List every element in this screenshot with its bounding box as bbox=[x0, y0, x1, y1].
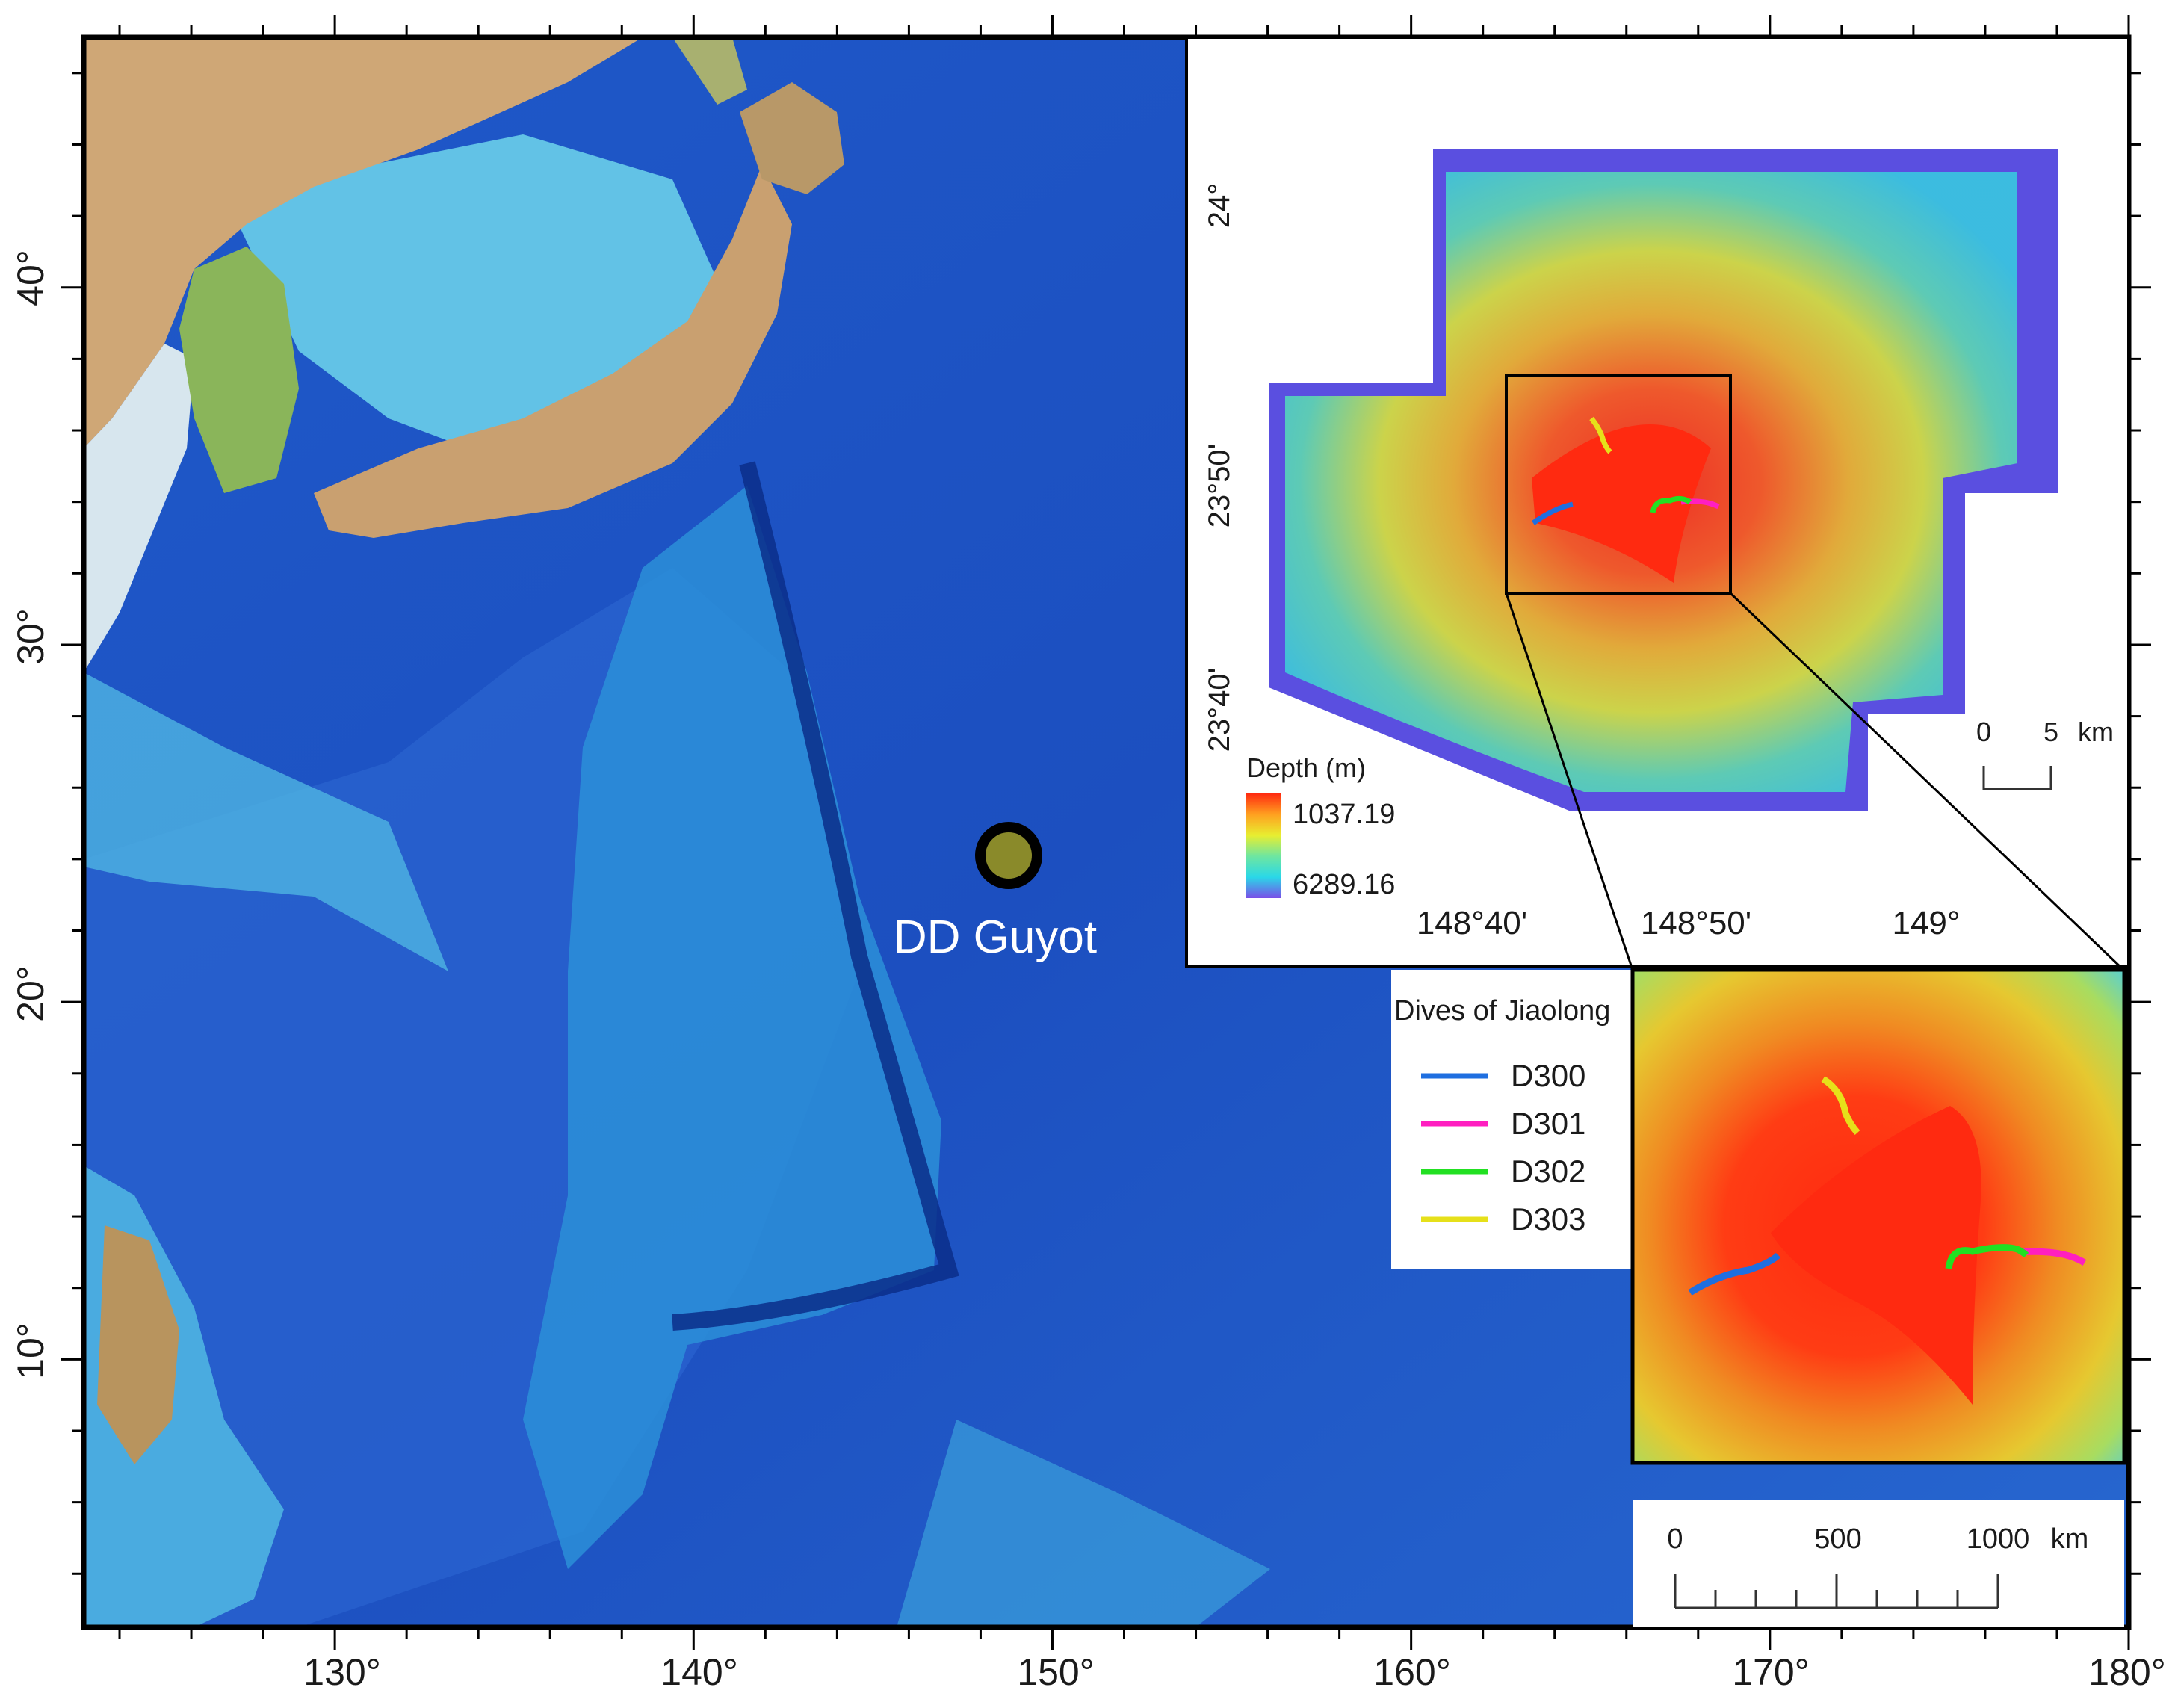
lat-tick-label: 40° bbox=[10, 250, 52, 306]
inset-lon-label: 149° bbox=[1892, 905, 1960, 941]
korea bbox=[179, 247, 299, 493]
inset-lon-label: 148°50' bbox=[1641, 905, 1751, 941]
lon-tick-label: 170° bbox=[1732, 1651, 1809, 1693]
new-guinea-shelf bbox=[897, 1420, 1270, 1627]
scale-unit: km bbox=[2051, 1523, 2089, 1555]
lat-tick-labels: 40° 30° 20° 10° bbox=[10, 250, 52, 1379]
lon-tick-label: 130° bbox=[303, 1651, 380, 1693]
site-label: DD Guyot bbox=[894, 912, 1097, 963]
scale-label-500: 500 bbox=[1814, 1523, 1861, 1555]
depth-colorbar bbox=[1246, 793, 1281, 898]
dive-track-d302-zoom bbox=[1945, 1244, 2029, 1269]
inset-lon-label: 148°40' bbox=[1417, 905, 1527, 941]
inset-zoom-box bbox=[1505, 374, 1732, 595]
depth-title: Depth (m) bbox=[1246, 752, 1366, 783]
inset-lat-label: 24° bbox=[1203, 183, 1236, 229]
inset-lat-label: 23°50' bbox=[1203, 444, 1236, 528]
lat-tick-label: 30° bbox=[10, 608, 52, 665]
scale-label-0: 0 bbox=[1667, 1523, 1683, 1555]
site-marker bbox=[975, 822, 1042, 889]
zoom-connector-right bbox=[1729, 592, 2125, 971]
dive-track-d303-inset bbox=[1589, 416, 1612, 454]
depth-max-label: 1037.19 bbox=[1293, 799, 1395, 830]
lon-tick-label: 150° bbox=[1017, 1651, 1094, 1693]
inset-scale-zero: 0 bbox=[1976, 717, 1991, 747]
inset-scale-bar bbox=[1982, 766, 2052, 790]
lon-tick-label: 160° bbox=[1373, 1651, 1450, 1693]
dive-track-d300-zoom bbox=[1688, 1252, 1781, 1296]
lon-tick-label: 140° bbox=[660, 1651, 737, 1693]
dive-track-d302-inset bbox=[1650, 495, 1692, 513]
zoom-summit bbox=[1771, 1106, 1981, 1405]
inset-scale-unit: km bbox=[2078, 717, 2114, 747]
legend-title: Dives of Jiaolong bbox=[1394, 995, 1610, 1027]
inset-lat-label: 23°40' bbox=[1203, 668, 1236, 752]
zoom-panel bbox=[1630, 968, 2126, 1465]
lon-tick-label: 180° bbox=[2088, 1651, 2165, 1693]
main-scale-bar: 0 500 1000 km bbox=[1633, 1500, 2124, 1627]
legend-label-d302: D302 bbox=[1511, 1154, 1585, 1189]
inset-scale-five: 5 bbox=[2043, 717, 2058, 747]
dive-track-d301-zoom bbox=[2020, 1248, 2087, 1266]
scale-ticks bbox=[1674, 1574, 1999, 1609]
zoom-connector-left bbox=[1505, 592, 1634, 971]
dive-track-d303-zoom bbox=[1821, 1076, 1860, 1136]
depth-min-label: 6289.16 bbox=[1293, 869, 1395, 900]
lat-tick-label: 10° bbox=[10, 1322, 52, 1379]
japan-honshu bbox=[314, 164, 792, 538]
legend-label-d301: D301 bbox=[1511, 1106, 1585, 1141]
scale-label-1000: 1000 bbox=[1967, 1523, 2030, 1555]
lat-tick-label: 20° bbox=[10, 965, 52, 1022]
inset-frame bbox=[1185, 36, 2130, 968]
japan-hokkaido bbox=[740, 82, 844, 194]
asia-mainland bbox=[84, 37, 643, 448]
dd-guyot-site: DD Guyot bbox=[894, 822, 1097, 963]
legend-label-d300: D300 bbox=[1511, 1058, 1585, 1093]
asia-shelf bbox=[84, 344, 194, 672]
guyot-summit bbox=[1532, 424, 1711, 583]
main-map-ticks bbox=[61, 15, 2151, 1650]
dive-legend: Dives of Jiaolong D300 D301 D302 D303 bbox=[1391, 970, 1634, 1269]
bathymetry-inset: 24° 23°50' 23°40' 148°40' 148°50' 149° D… bbox=[1185, 36, 2130, 968]
shelf-left bbox=[84, 672, 448, 971]
legend-items: D300 D301 D302 D303 bbox=[1421, 1058, 1585, 1237]
legend-label-d303: D303 bbox=[1511, 1201, 1585, 1237]
zoom-frame bbox=[1630, 968, 2126, 1465]
dive-track-d300-inset bbox=[1531, 501, 1574, 525]
lon-tick-labels: 130° 140° 150° 160° 170° 180° bbox=[303, 1651, 2165, 1693]
trench bbox=[672, 461, 959, 1331]
luzon bbox=[97, 1225, 179, 1464]
sakhalin bbox=[672, 37, 747, 105]
